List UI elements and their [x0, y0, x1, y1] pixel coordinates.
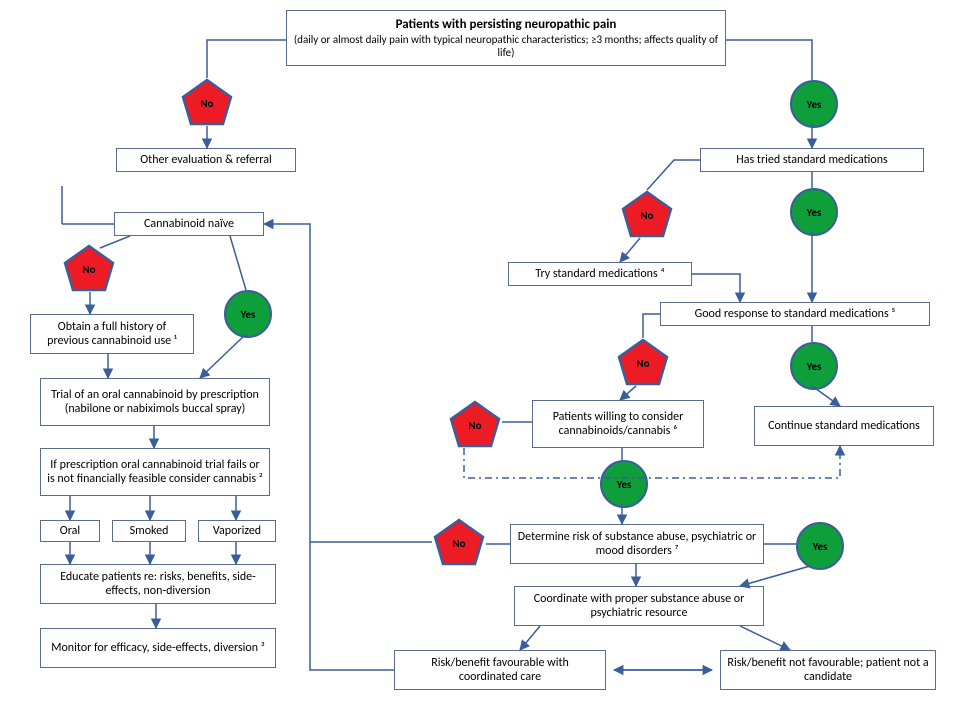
- yes-label: Yes: [807, 98, 822, 111]
- history-box: Obtain a full history of previous cannab…: [30, 314, 194, 354]
- risk-yes: Yes: [796, 522, 844, 570]
- no-label: No: [636, 357, 649, 370]
- fav-box: Risk/benefit favourable with coordinated…: [394, 650, 606, 690]
- naive-no: No: [62, 244, 116, 292]
- vaporized-box: Vaporized: [198, 520, 276, 542]
- yes-label: Yes: [813, 540, 828, 553]
- coordinate-text: Coordinate with proper substance abuse o…: [521, 592, 757, 621]
- monitor-box: Monitor for efficacy, side-effects, dive…: [40, 628, 276, 668]
- willing-text: Patients willing to consider cannabinoid…: [539, 410, 697, 439]
- continue-std-box: Continue standard medications: [754, 406, 934, 446]
- if-fails-box: If prescription oral cannabinoid trial f…: [40, 448, 270, 496]
- willing-no: No: [448, 400, 502, 448]
- trial-oral-box: Trial of an oral cannabinoid by prescrip…: [40, 378, 270, 426]
- try-std-text: Try standard medications ⁴: [535, 267, 664, 281]
- yes-label: Yes: [241, 308, 256, 321]
- educate-text: Educate patients re: risks, benefits, si…: [47, 570, 269, 599]
- determine-risk-box: Determine risk of substance abuse, psych…: [510, 524, 764, 564]
- try-std-box: Try standard medications ⁴: [508, 262, 692, 286]
- fav-text: Risk/benefit favourable with coordinated…: [401, 656, 599, 685]
- no-label: No: [468, 419, 481, 432]
- oral-box: Oral: [40, 520, 100, 542]
- no-label: No: [452, 537, 465, 550]
- root-title: Patients with persisting neuropathic pai…: [396, 17, 617, 33]
- willing-yes: Yes: [600, 460, 648, 508]
- good-resp-text: Good response to standard medications ⁵: [695, 307, 896, 321]
- notfav-text: Risk/benefit not favourable; patient not…: [727, 656, 929, 685]
- other-eval-text: Other evaluation & referral: [140, 153, 272, 167]
- tried-std-box: Has tried standard medications: [700, 148, 924, 172]
- oral-text: Oral: [60, 524, 80, 538]
- monitor-text: Monitor for efficacy, side-effects, dive…: [51, 641, 265, 655]
- tried-std-text: Has tried standard medications: [736, 153, 887, 167]
- naive-box: Cannabinoid naïve: [114, 212, 264, 236]
- other-eval-box: Other evaluation & referral: [116, 148, 296, 172]
- naive-yes: Yes: [224, 290, 272, 338]
- root-no: No: [180, 78, 234, 126]
- no-label: No: [200, 97, 213, 110]
- good-yes: Yes: [790, 342, 838, 390]
- history-text: Obtain a full history of previous cannab…: [37, 320, 187, 349]
- tried-no: No: [620, 190, 674, 238]
- coordinate-box: Coordinate with proper substance abuse o…: [514, 586, 764, 626]
- no-label: No: [82, 263, 95, 276]
- yes-label: Yes: [807, 360, 822, 373]
- vaporized-text: Vaporized: [213, 524, 261, 538]
- willing-box: Patients willing to consider cannabinoid…: [532, 400, 704, 448]
- good-resp-box: Good response to standard medications ⁵: [660, 302, 930, 326]
- root-yes: Yes: [790, 80, 838, 128]
- continue-std-text: Continue standard medications: [768, 419, 920, 433]
- if-fails-text: If prescription oral cannabinoid trial f…: [47, 458, 263, 487]
- smoked-text: Smoked: [130, 524, 169, 538]
- naive-text: Cannabinoid naïve: [144, 217, 234, 231]
- yes-label: Yes: [617, 478, 632, 491]
- determine-risk-text: Determine risk of substance abuse, psych…: [517, 530, 757, 559]
- risk-no: No: [432, 518, 486, 566]
- no-label: No: [640, 209, 653, 222]
- trial-oral-text: Trial of an oral cannabinoid by prescrip…: [47, 388, 263, 417]
- yes-label: Yes: [807, 206, 822, 219]
- notfav-box: Risk/benefit not favourable; patient not…: [720, 650, 936, 690]
- root-sub: (daily or almost daily pain with typical…: [293, 33, 719, 59]
- tried-yes: Yes: [790, 188, 838, 236]
- educate-box: Educate patients re: risks, benefits, si…: [40, 564, 276, 604]
- smoked-box: Smoked: [112, 520, 186, 542]
- good-no: No: [616, 338, 670, 386]
- root-box: Patients with persisting neuropathic pai…: [286, 10, 726, 66]
